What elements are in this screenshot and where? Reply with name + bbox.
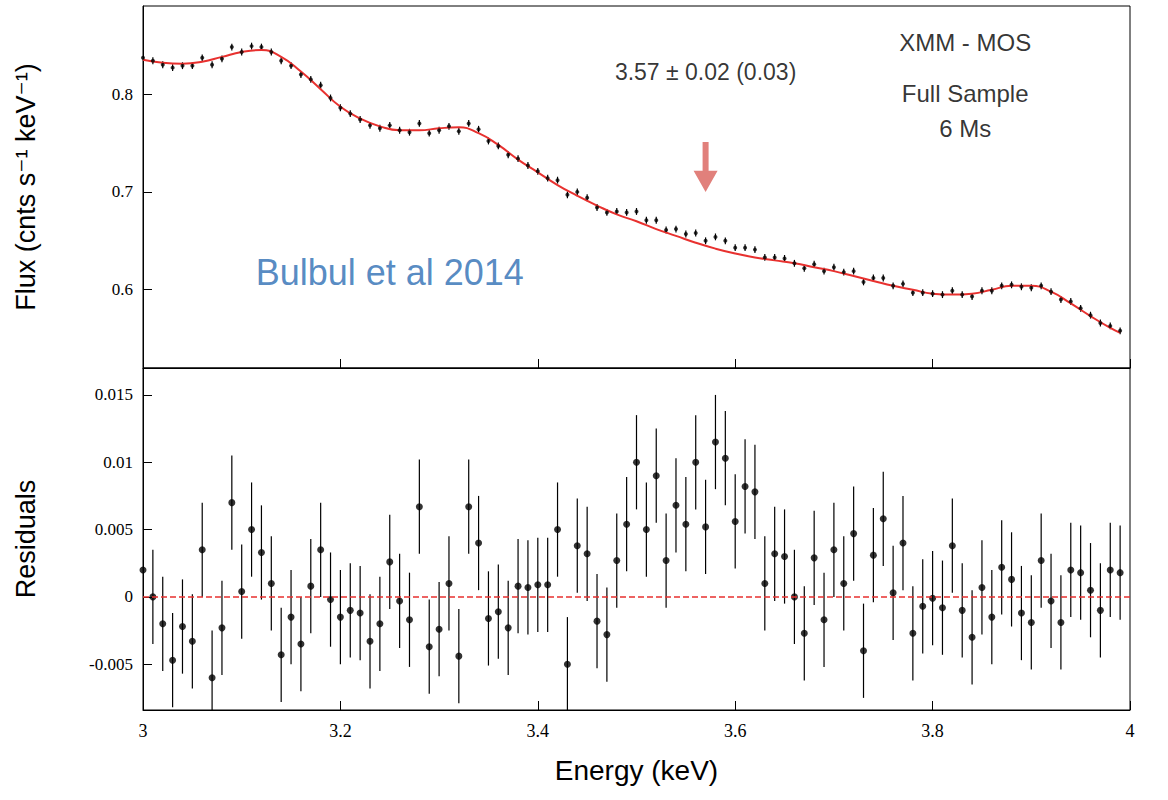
svg-text:4: 4 — [1126, 721, 1135, 741]
svg-text:3.6: 3.6 — [724, 721, 747, 741]
svg-text:0.8: 0.8 — [112, 85, 133, 104]
svg-text:Residuals: Residuals — [11, 480, 41, 599]
svg-text:3.2: 3.2 — [329, 721, 352, 741]
svg-text:-0.005: -0.005 — [89, 655, 133, 674]
svg-text:Bulbul et al 2014: Bulbul et al 2014 — [256, 252, 524, 293]
svg-text:3: 3 — [139, 721, 148, 741]
svg-text:Energy (keV): Energy (keV) — [555, 755, 718, 786]
svg-text:XMM - MOS: XMM - MOS — [899, 29, 1031, 56]
svg-text:3.57 ± 0.02 (0.03): 3.57 ± 0.02 (0.03) — [615, 59, 796, 85]
svg-text:Flux (cnts s⁻¹ keV⁻¹): Flux (cnts s⁻¹ keV⁻¹) — [11, 63, 41, 311]
svg-text:0.7: 0.7 — [112, 182, 134, 201]
svg-text:0.6: 0.6 — [112, 280, 133, 299]
svg-text:0: 0 — [125, 587, 134, 606]
svg-text:0.01: 0.01 — [103, 453, 133, 472]
svg-text:Full Sample: Full Sample — [902, 80, 1029, 107]
svg-text:0.015: 0.015 — [95, 385, 133, 404]
svg-text:3.8: 3.8 — [921, 721, 944, 741]
svg-text:6 Ms: 6 Ms — [939, 115, 991, 142]
svg-text:3.4: 3.4 — [527, 721, 550, 741]
svg-text:0.005: 0.005 — [95, 520, 133, 539]
